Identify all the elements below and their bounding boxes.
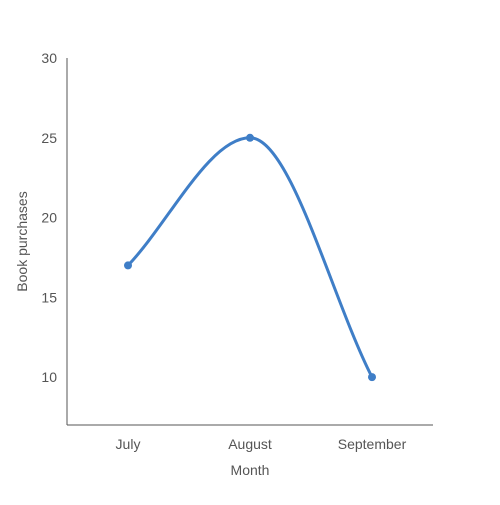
x-tick-label: August: [228, 436, 272, 452]
axes: [66, 58, 433, 426]
series-group: [124, 133, 376, 382]
data-point[interactable]: [246, 133, 254, 142]
series-line: [126, 136, 374, 379]
data-point[interactable]: [368, 373, 376, 382]
y-tick-label: 20: [41, 210, 57, 226]
y-tick-label: 30: [41, 50, 57, 66]
x-tick-label: July: [116, 436, 141, 452]
y-tick-labels: 10 15 20 25 30: [41, 50, 57, 385]
y-axis-title: Book purchases: [14, 191, 30, 291]
y-tick-label: 15: [41, 289, 57, 305]
x-tick-label: September: [338, 436, 407, 452]
x-tick-labels: July August September: [116, 436, 407, 452]
y-tick-label: 25: [41, 130, 57, 146]
data-point[interactable]: [124, 261, 132, 270]
y-tick-label: 10: [41, 369, 57, 385]
x-axis-title: Month: [231, 462, 270, 478]
